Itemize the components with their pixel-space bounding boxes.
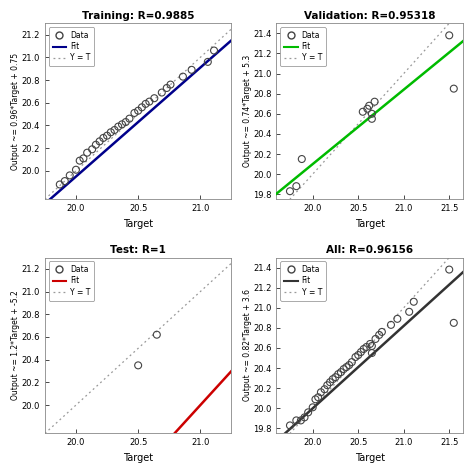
Point <box>61 177 69 185</box>
Point <box>334 370 342 378</box>
Point <box>372 335 379 343</box>
Point <box>286 187 294 195</box>
Point <box>80 155 87 162</box>
Point <box>314 393 322 401</box>
Point <box>292 417 300 424</box>
Point <box>446 32 453 39</box>
Point <box>352 353 359 361</box>
Legend: Data, Fit, Y = T: Data, Fit, Y = T <box>280 261 326 301</box>
Point <box>387 321 395 328</box>
Y-axis label: Output ~= 0.96*Target + 0.75: Output ~= 0.96*Target + 0.75 <box>11 53 20 170</box>
Point <box>304 409 312 416</box>
Legend: Data, Fit, Y = T: Data, Fit, Y = T <box>49 27 94 66</box>
X-axis label: Target: Target <box>355 453 385 463</box>
Point <box>321 385 328 393</box>
Point <box>346 361 353 369</box>
Point <box>317 389 325 396</box>
Point <box>359 108 366 116</box>
Point <box>167 81 174 88</box>
Point <box>126 115 133 122</box>
Y-axis label: Output ~= 0.82*Target + 3.6: Output ~= 0.82*Target + 3.6 <box>243 290 252 401</box>
X-axis label: Target: Target <box>123 219 153 228</box>
Point <box>378 328 386 336</box>
Point <box>114 123 122 130</box>
Point <box>96 137 103 145</box>
Point <box>375 331 383 339</box>
Point <box>88 146 96 153</box>
X-axis label: Target: Target <box>355 219 385 228</box>
Point <box>446 266 453 273</box>
Point <box>360 345 367 353</box>
Point <box>292 182 300 190</box>
Title: Training: R=0.9885: Training: R=0.9885 <box>82 11 194 21</box>
X-axis label: Target: Target <box>123 453 153 463</box>
Point <box>103 132 111 139</box>
Point <box>348 358 356 366</box>
Point <box>365 102 373 109</box>
Point <box>364 105 371 112</box>
Point <box>122 118 129 126</box>
Point <box>83 149 91 156</box>
Point <box>368 115 376 123</box>
Y-axis label: Output ~= 0.74*Target + 5.3: Output ~= 0.74*Target + 5.3 <box>243 55 252 167</box>
Title: All: R=0.96156: All: R=0.96156 <box>326 246 413 255</box>
Point <box>410 298 418 306</box>
Point <box>107 128 115 136</box>
Point <box>134 362 142 369</box>
Point <box>301 414 308 421</box>
Point <box>368 342 376 350</box>
Point <box>363 343 370 351</box>
Y-axis label: Output ~= 1.2*Target + -5.2: Output ~= 1.2*Target + -5.2 <box>11 291 20 401</box>
Point <box>357 348 365 356</box>
Point <box>323 382 331 389</box>
Point <box>146 98 153 105</box>
Point <box>298 155 306 163</box>
Point <box>329 375 337 383</box>
Title: Validation: R=0.95318: Validation: R=0.95318 <box>304 11 435 21</box>
Point <box>371 98 378 106</box>
Point <box>134 107 142 115</box>
Point <box>210 47 218 55</box>
Point <box>326 378 334 386</box>
Point <box>142 100 149 108</box>
Point <box>368 349 376 357</box>
Point <box>393 315 401 323</box>
Point <box>131 109 138 117</box>
Point <box>297 417 305 424</box>
Point <box>92 141 100 148</box>
Point <box>340 365 347 373</box>
Point <box>405 308 413 316</box>
Point <box>355 351 362 359</box>
Point <box>138 103 146 111</box>
Point <box>158 89 165 96</box>
Legend: Data, Fit, Y = T: Data, Fit, Y = T <box>280 27 326 66</box>
Point <box>118 120 126 128</box>
Point <box>337 368 345 376</box>
Legend: Data, Fit, Y = T: Data, Fit, Y = T <box>49 261 94 301</box>
Point <box>188 66 195 73</box>
Point <box>450 85 457 92</box>
Title: Test: R=1: Test: R=1 <box>110 246 166 255</box>
Point <box>179 73 187 81</box>
Point <box>72 166 80 173</box>
Point <box>163 84 171 92</box>
Point <box>56 181 64 188</box>
Point <box>100 134 107 142</box>
Point <box>343 363 350 371</box>
Point <box>204 58 211 66</box>
Point <box>332 374 339 381</box>
Point <box>366 340 374 348</box>
Point <box>309 403 317 411</box>
Point <box>286 422 294 429</box>
Point <box>111 126 118 134</box>
Point <box>368 110 376 118</box>
Point <box>76 157 83 164</box>
Point <box>153 331 161 338</box>
Point <box>450 319 457 327</box>
Point <box>151 94 158 102</box>
Point <box>66 172 73 179</box>
Point <box>311 395 319 403</box>
